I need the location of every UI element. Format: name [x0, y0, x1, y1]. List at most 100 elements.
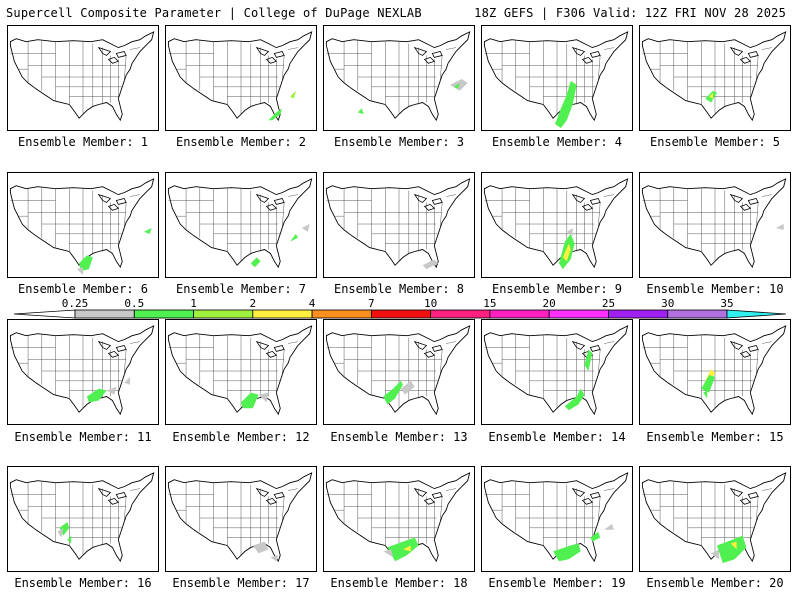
- ensemble-member-map: [639, 319, 791, 425]
- colorbar-tick-label: 0.5: [124, 297, 145, 310]
- ensemble-member-map: [481, 172, 633, 278]
- ensemble-member-label: Ensemble Member: 4: [491, 135, 623, 149]
- colorbar-swatch: [430, 309, 491, 319]
- scp-contour: [716, 535, 747, 564]
- us-map-outline: [9, 325, 155, 416]
- ensemble-member-map: [481, 319, 633, 425]
- scp-contour: [400, 380, 415, 395]
- colorbar-swatch: [667, 309, 728, 319]
- us-map-outline: [641, 31, 787, 122]
- scp-contour: [584, 349, 593, 372]
- scp-contour: [124, 376, 131, 385]
- colorbar-swatch: [311, 309, 372, 319]
- ensemble-member-label: Ensemble Member: 2: [175, 135, 307, 149]
- colorbar-swatch: [370, 309, 432, 319]
- model-run-info: 18Z GEFS | F306 Valid: 12Z FRI NOV 28 20…: [474, 6, 786, 20]
- ensemble-member-label: Ensemble Member: 3: [333, 135, 465, 149]
- colorbar-swatch: [608, 309, 669, 319]
- us-map-outline: [483, 472, 629, 563]
- colorbar-swatch: [74, 309, 135, 319]
- scp-contour: [709, 92, 714, 99]
- ensemble-member-map: [165, 25, 317, 131]
- ensemble-member-map: [7, 319, 159, 425]
- scp-contour: [730, 541, 737, 550]
- colorbar-low-arrow: [13, 309, 76, 319]
- colorbar-high-arrow: [726, 309, 787, 319]
- colorbar-swatch: [133, 309, 194, 319]
- map-title: Supercell Composite Parameter | College …: [6, 6, 422, 20]
- us-map-outline: [9, 178, 155, 276]
- ensemble-member-label: Ensemble Member: 6: [17, 282, 149, 296]
- us-map-outline: [167, 472, 313, 563]
- scp-contour: [270, 555, 279, 562]
- us-map-outline: [483, 178, 629, 270]
- ensemble-member-map: [639, 172, 791, 278]
- colorbar-tick-label: 35: [720, 297, 734, 310]
- scp-contour: [590, 531, 601, 542]
- scp-contour: [387, 537, 419, 562]
- scp-contour: [268, 108, 283, 121]
- scp-contour: [775, 224, 784, 230]
- colorbar-tick-label: 4: [308, 297, 316, 310]
- ensemble-member-label: Ensemble Member: 14: [488, 430, 626, 444]
- ensemble-member-label: Ensemble Member: 20: [646, 576, 784, 590]
- us-map-outline: [325, 325, 471, 416]
- scp-contour: [553, 543, 581, 562]
- scp-contour: [86, 388, 107, 403]
- ensemble-member-map: [481, 466, 633, 572]
- ensemble-member-label: Ensemble Member: 7: [175, 282, 307, 296]
- scp-contour: [252, 541, 269, 554]
- colorbar-swatch: [548, 309, 609, 319]
- colorbar-tick-label: 15: [483, 297, 497, 310]
- ensemble-member-map: [639, 25, 791, 131]
- colorbar-swatch: [193, 309, 254, 319]
- ensemble-member-label: Ensemble Member: 9: [491, 282, 623, 296]
- scp-contour: [701, 374, 715, 393]
- ensemble-member-label: Ensemble Member: 1: [17, 135, 149, 149]
- scp-contour: [566, 227, 573, 236]
- scp-contour: [562, 243, 571, 262]
- ensemble-member-label: Ensemble Member: 19: [488, 576, 626, 590]
- ensemble-member-label: Ensemble Member: 16: [14, 576, 152, 590]
- ensemble-member-map: [323, 466, 475, 572]
- scp-contour: [57, 527, 64, 538]
- colorbar-tick-label: 20: [542, 297, 556, 310]
- scp-contour: [555, 80, 577, 129]
- scp-contour: [703, 390, 708, 399]
- us-map-outline: [9, 31, 155, 122]
- scp-contour: [383, 549, 394, 558]
- us-map-outline: [325, 178, 471, 270]
- colorbar-tick-label: 30: [661, 297, 675, 310]
- us-map-outline: [325, 472, 471, 563]
- scp-contour: [77, 267, 83, 276]
- scp-contour: [357, 108, 364, 115]
- scp-contour: [564, 388, 585, 411]
- colorbar-swatch: [252, 309, 313, 319]
- ensemble-member-label: Ensemble Member: 15: [646, 430, 784, 444]
- scp-contour: [79, 255, 93, 272]
- ensemble-member-map: [165, 319, 317, 425]
- ensemble-member-label: Ensemble Member: 17: [172, 576, 310, 590]
- ensemble-member-map: [481, 25, 633, 131]
- ensemble-member-map: [323, 172, 475, 278]
- colorbar-tick-label: 1: [190, 297, 197, 310]
- colorbar-tick-label: 25: [601, 297, 616, 310]
- scp-contour: [290, 90, 296, 99]
- ensemble-member-map: [165, 172, 317, 278]
- ensemble-member-map: [323, 319, 475, 425]
- scp-contour: [301, 224, 310, 232]
- us-map-outline: [167, 325, 313, 416]
- us-map-outline: [325, 31, 471, 122]
- scp-contour: [604, 523, 614, 530]
- scp-contour: [453, 82, 460, 89]
- ensemble-member-map: [7, 25, 159, 131]
- ensemble-member-map: [7, 172, 159, 278]
- scp-contour: [290, 233, 298, 242]
- scp-contour: [711, 549, 719, 560]
- us-map-outline: [483, 325, 629, 416]
- scp-contour: [143, 227, 152, 234]
- us-map-outline: [641, 178, 787, 269]
- us-map-outline: [641, 472, 787, 564]
- scp-contour: [241, 392, 259, 409]
- ensemble-member-label: Ensemble Member: 8: [333, 282, 465, 296]
